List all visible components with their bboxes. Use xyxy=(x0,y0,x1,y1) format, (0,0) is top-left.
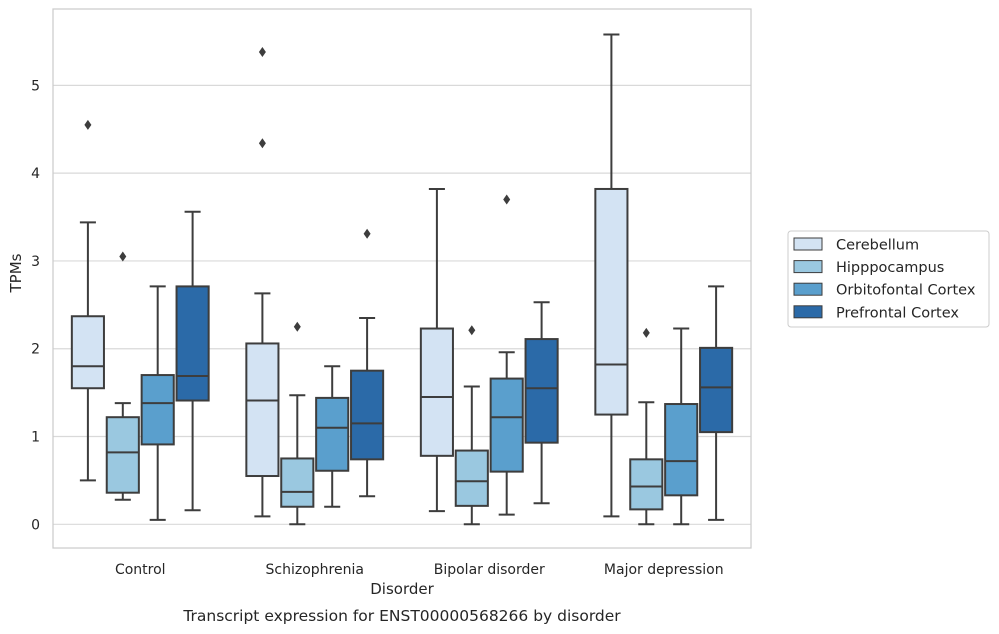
outlier-point xyxy=(468,325,476,336)
box-iqr xyxy=(175,285,210,402)
y-tick-label: 3 xyxy=(31,254,40,270)
box-iqr xyxy=(280,457,315,508)
box-major-depression-cerebellum xyxy=(594,33,629,518)
box-iqr xyxy=(699,346,734,434)
y-tick-label: 2 xyxy=(31,342,40,358)
outlier-point xyxy=(293,321,301,332)
box-control-prefrontal-cortex xyxy=(175,210,210,512)
box-iqr xyxy=(245,342,280,478)
box-control-cerebellum xyxy=(70,119,105,482)
outlier-point xyxy=(119,251,127,262)
x-tick-labels: Control Schizophrenia Bipolar disorder Majo… xyxy=(115,562,724,578)
x-tick-label: Schizophrenia xyxy=(266,562,364,578)
legend-swatch-orbitofontal-cortex xyxy=(793,282,823,296)
legend-swatch-prefrontal-cortex xyxy=(793,305,823,319)
legend-frame xyxy=(787,230,990,328)
outlier-point xyxy=(503,194,511,205)
box-schizophrenia-cerebellum xyxy=(245,47,280,518)
legend: Cerebellum Hipppocampus Orbitofontal Corte… xyxy=(787,230,990,328)
box-control-orbitofontal-cortex xyxy=(140,285,175,521)
x-tick-label: Major depression xyxy=(604,562,724,578)
outlier-point xyxy=(258,138,266,149)
box-schizophrenia-hipppocampus xyxy=(280,321,315,526)
box-iqr xyxy=(70,315,105,390)
box-iqr xyxy=(315,396,350,472)
box-iqr xyxy=(419,327,454,457)
y-tick-label: 0 xyxy=(31,517,40,533)
x-axis-title: Disorder xyxy=(370,580,434,598)
box-major-depression-orbitofontal-cortex xyxy=(664,327,699,526)
legend-label: Cerebellum xyxy=(836,238,919,254)
y-tick-label: 1 xyxy=(31,430,40,446)
box-iqr xyxy=(140,374,175,446)
y-tick-label: 4 xyxy=(31,166,40,182)
outlier-point xyxy=(84,119,92,130)
x-tick-label: Control xyxy=(115,562,166,578)
x-tick-label: Bipolar disorder xyxy=(434,562,545,578)
box-major-depression-hipppocampus xyxy=(629,327,664,526)
box-bipolar-disorder-cerebellum xyxy=(419,187,454,513)
box-schizophrenia-prefrontal-cortex xyxy=(350,228,385,498)
outlier-point xyxy=(258,47,266,58)
box-iqr xyxy=(629,458,664,511)
legend-swatch-hipppocampus xyxy=(793,260,823,274)
box-control-hipppocampus xyxy=(105,251,140,501)
box-iqr xyxy=(105,416,140,494)
legend-swatch-cerebellum xyxy=(793,237,823,251)
box-iqr xyxy=(350,369,385,461)
box-schizophrenia-orbitofontal-cortex xyxy=(315,365,350,508)
box-iqr xyxy=(524,338,559,444)
legend-label: Orbitofontal Cortex xyxy=(836,283,976,299)
y-tick-label: 5 xyxy=(31,78,40,94)
plot-area-frame xyxy=(52,8,752,549)
box-iqr xyxy=(594,187,629,416)
chart-caption: Transcript expression for ENST0000056826… xyxy=(182,607,621,625)
legend-label: Hipppocampus xyxy=(836,260,944,276)
box-iqr xyxy=(454,449,489,507)
box-bipolar-disorder-orbitofontal-cortex xyxy=(489,194,524,516)
box-major-depression-prefrontal-cortex xyxy=(699,285,734,521)
legend-label: Prefrontal Cortex xyxy=(836,305,959,321)
box-bipolar-disorder-prefrontal-cortex xyxy=(524,301,559,505)
legend-items: Cerebellum Hipppocampus Orbitofontal Corte… xyxy=(793,237,976,321)
box-bipolar-disorder-hipppocampus xyxy=(454,325,489,526)
y-axis-title: TPMs xyxy=(7,253,25,293)
outlier-point xyxy=(642,327,650,338)
outlier-point xyxy=(363,228,371,239)
box-iqr xyxy=(489,377,524,473)
box-iqr xyxy=(664,403,699,497)
boxes xyxy=(70,33,734,526)
y-tick-labels: 0 1 2 3 4 5 xyxy=(31,78,40,533)
